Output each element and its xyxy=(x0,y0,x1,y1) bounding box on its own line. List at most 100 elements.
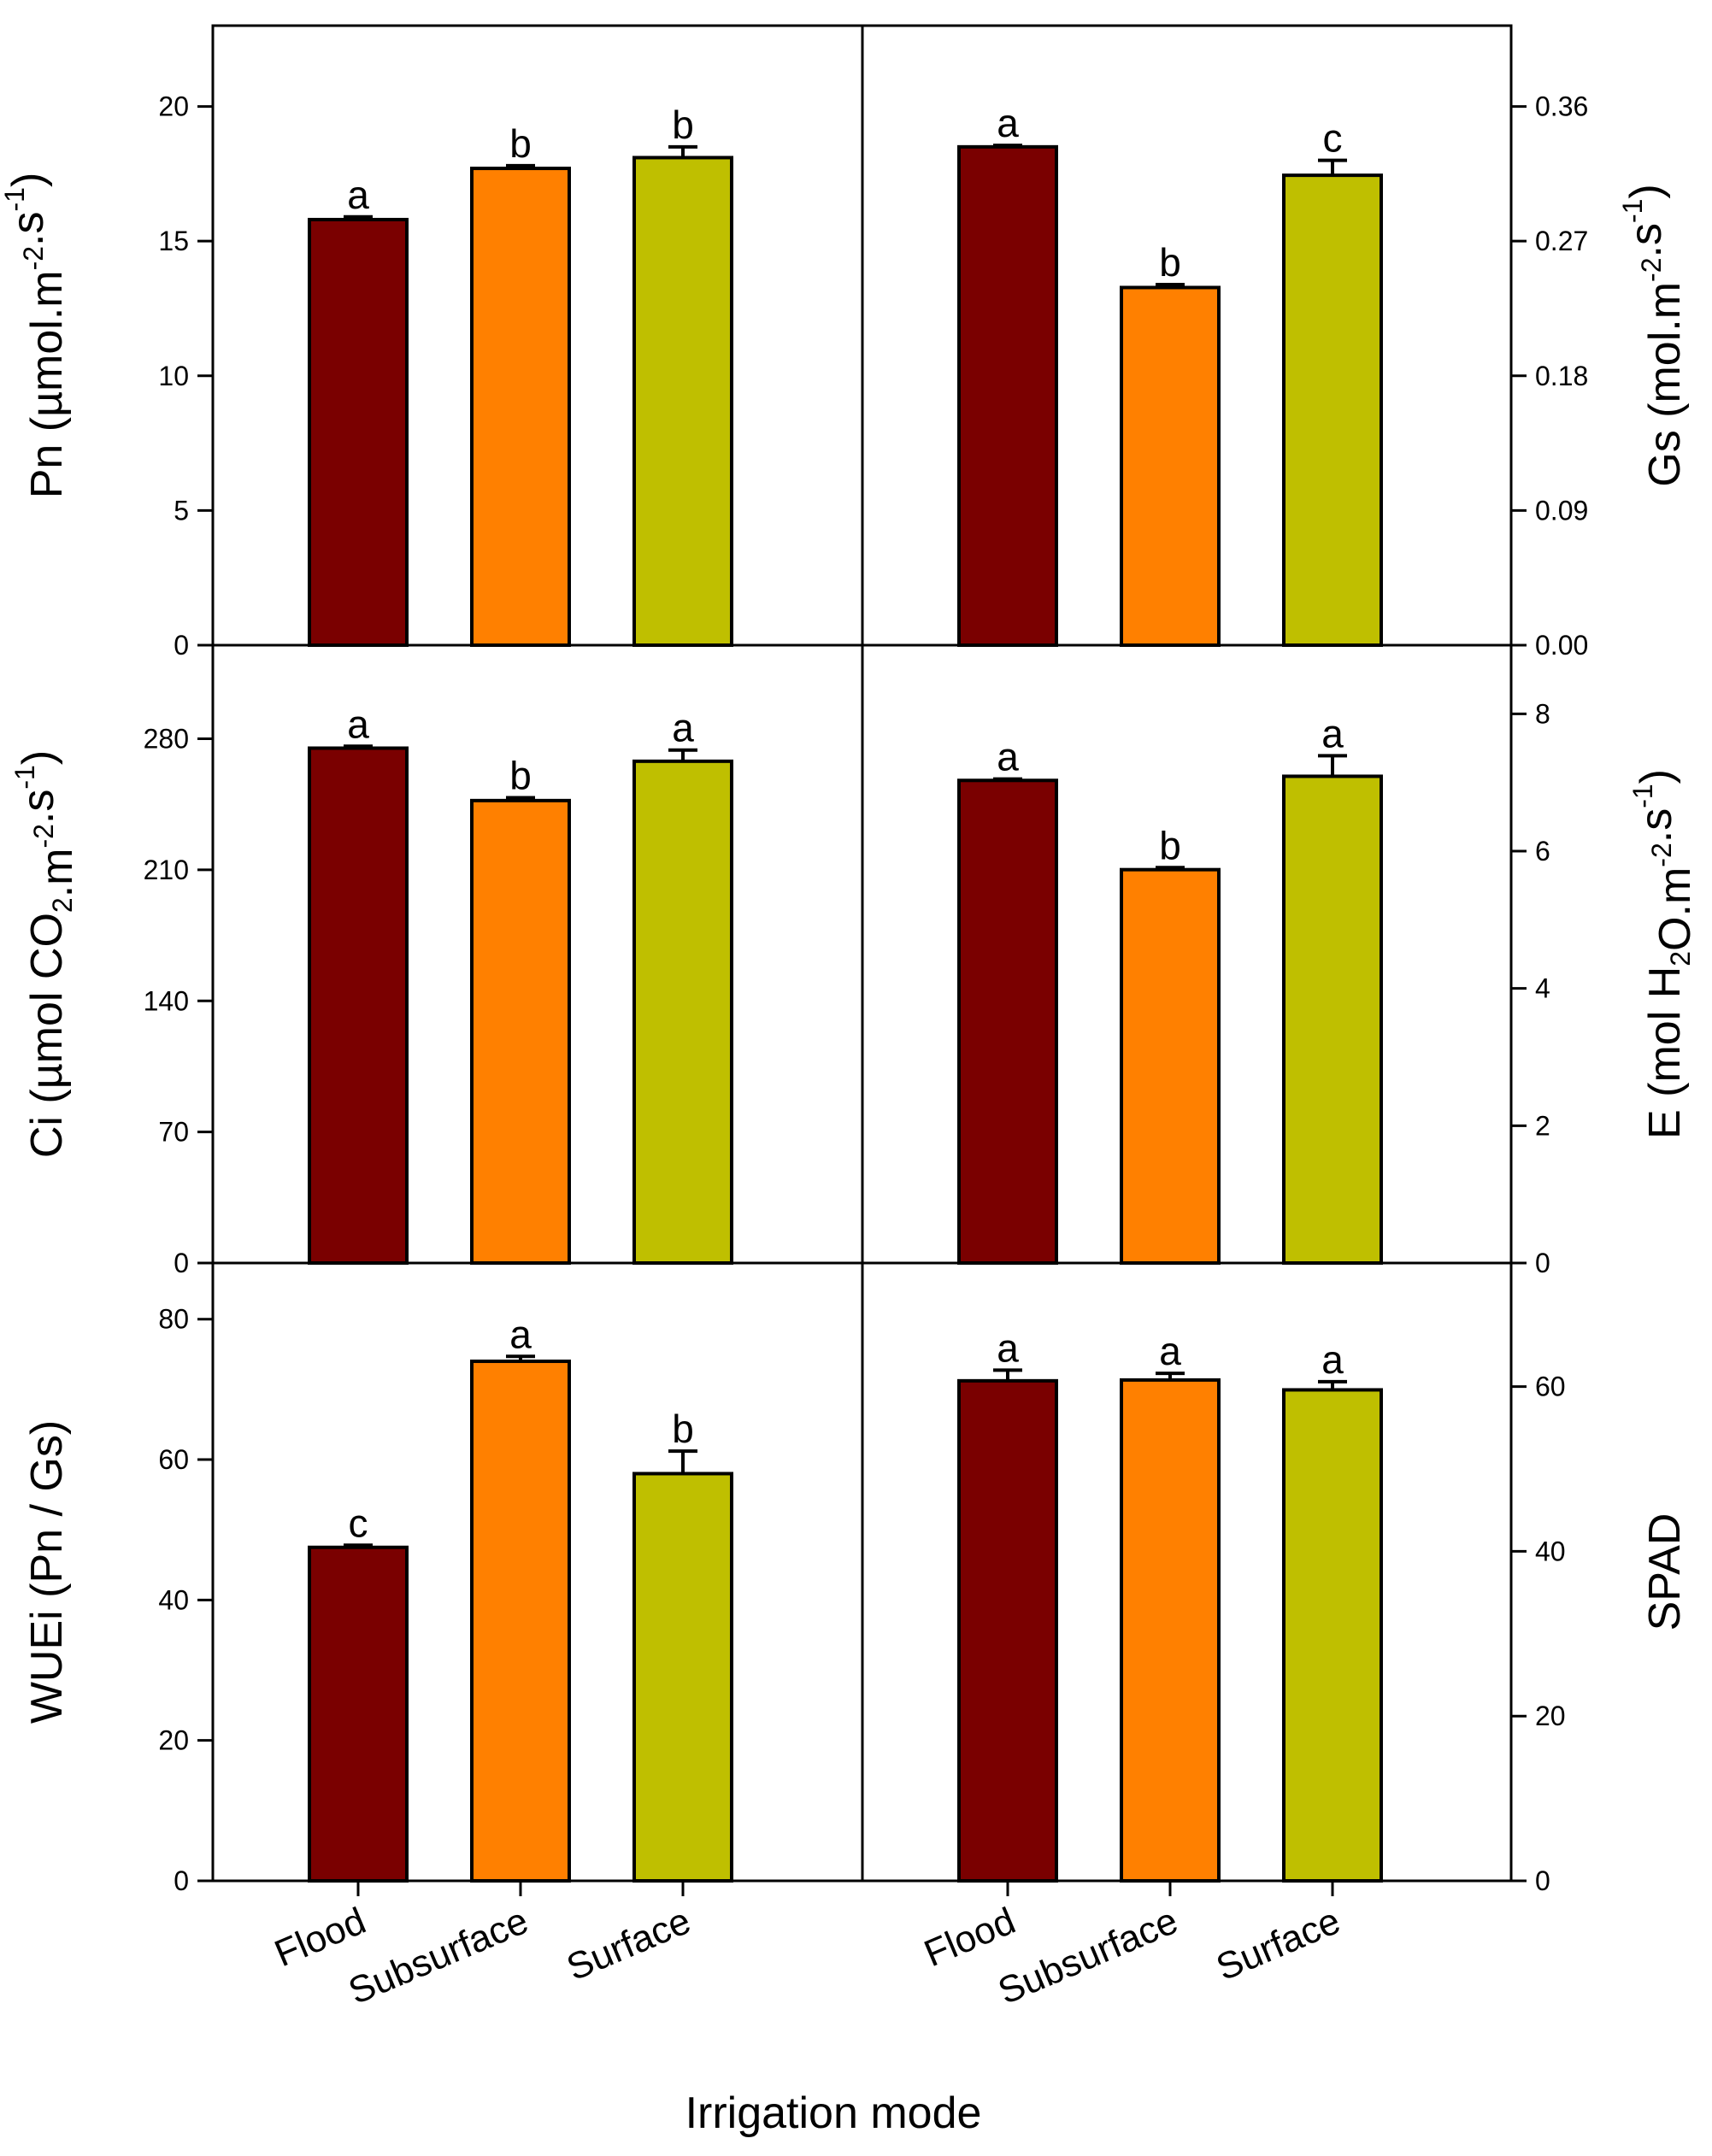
y-tick-label: 0 xyxy=(174,1865,189,1896)
y-tick-label: 60 xyxy=(1535,1372,1566,1402)
bar-surface xyxy=(1282,774,1383,1265)
panel-5: c a b 0 20 40 60 80 WUEi (Pn / Gs) xyxy=(22,1261,864,1896)
y-tick-label: 10 xyxy=(158,361,189,391)
bar-flood xyxy=(957,1378,1058,1883)
bar-flood xyxy=(308,217,409,647)
y-tick-label: 20 xyxy=(1535,1701,1566,1731)
significance-letter: a xyxy=(1321,1337,1344,1382)
y-tick-label: 40 xyxy=(1535,1536,1566,1566)
y-tick-label: 8 xyxy=(1535,698,1550,729)
bar-surface xyxy=(632,759,733,1265)
y-tick-label: 140 xyxy=(144,985,189,1016)
bar-flood xyxy=(957,144,1058,647)
y-axis-title: WUEi (Pn / Gs) xyxy=(22,1420,72,1724)
bar-flood xyxy=(308,1545,409,1883)
significance-letter: b xyxy=(672,1407,694,1451)
significance-letter: b xyxy=(509,121,532,166)
y-tick-label: 0 xyxy=(174,1248,189,1278)
error-bar xyxy=(506,163,535,169)
bar-subsurface xyxy=(470,167,571,647)
bar-subsurface xyxy=(1120,285,1221,647)
significance-letter: b xyxy=(1159,240,1181,285)
y-axis-title: Ci (µmol CO2.m-2.s-1) xyxy=(9,750,82,1158)
y-tick-label: 0.09 xyxy=(1535,495,1588,526)
significance-letter: a xyxy=(509,1312,532,1356)
y-tick-label: 280 xyxy=(144,724,189,755)
error-bar xyxy=(344,214,373,220)
significance-letter: a xyxy=(347,702,369,746)
bar-subsurface xyxy=(1120,867,1221,1265)
y-tick-label: 0 xyxy=(1535,1865,1550,1896)
significance-letter: b xyxy=(509,754,532,798)
y-tick-label: 5 xyxy=(174,495,189,526)
error-bar xyxy=(1156,282,1185,288)
bar-surface xyxy=(632,156,733,647)
y-tick-label: 0.18 xyxy=(1535,361,1588,391)
y-tick-label: 4 xyxy=(1535,973,1550,1004)
y-tick-label: 210 xyxy=(144,855,189,885)
error-bar xyxy=(1156,866,1185,870)
error-bar xyxy=(1156,1372,1185,1380)
y-tick-label: 0.00 xyxy=(1535,630,1588,661)
panel-3: a b a 0 70 140 210 280 Ci (µmol CO2.m-2.s-1) xyxy=(9,643,864,1278)
y-tick-label: 0.36 xyxy=(1535,91,1588,122)
error-bar xyxy=(344,744,373,749)
y-axis-title: Pn (µmol.m-2.s-1) xyxy=(0,173,72,499)
significance-letter: a xyxy=(1321,711,1344,755)
y-tick-label: 0 xyxy=(1535,1248,1550,1278)
x-category-label: Surface xyxy=(561,1900,697,1989)
significance-letter: c xyxy=(349,1501,368,1545)
bar-subsurface xyxy=(470,798,571,1265)
bar-subsurface xyxy=(470,1360,571,1883)
y-axis-title: Gs (mol.m-2.s-1) xyxy=(1617,184,1690,486)
y-tick-label: 0.27 xyxy=(1535,226,1588,256)
significance-letter: a xyxy=(997,101,1019,145)
y-tick-label: 20 xyxy=(158,91,189,122)
significance-letter: a xyxy=(347,173,369,217)
significance-letter: a xyxy=(672,706,694,750)
error-bar xyxy=(668,144,697,158)
y-tick-label: 60 xyxy=(158,1444,189,1475)
panel-1: a b b 0 5 10 15 20 Pn (µmol.m-2.s-1) xyxy=(0,24,864,661)
significance-letter: a xyxy=(997,735,1019,779)
significance-letter: b xyxy=(672,103,694,147)
bar-surface xyxy=(1282,1388,1383,1883)
bar-subsurface xyxy=(1120,1378,1221,1883)
x-category-label: Flood xyxy=(268,1900,371,1975)
panel-frame xyxy=(861,1261,1513,1883)
y-tick-label: 15 xyxy=(158,226,189,256)
significance-letter: a xyxy=(1159,1329,1181,1373)
y-tick-label: 20 xyxy=(158,1725,189,1756)
x-axis-title: Irrigation mode xyxy=(685,2088,982,2138)
y-axis-title: E (mol H2O.m-2.s-1) xyxy=(1627,769,1700,1139)
x-category-label: Flood xyxy=(918,1900,1021,1975)
error-bar xyxy=(1318,754,1347,777)
significance-letter: a xyxy=(997,1325,1019,1370)
error-bar xyxy=(1318,1379,1347,1390)
significance-letter: c xyxy=(1323,116,1343,161)
y-tick-label: 0 xyxy=(174,630,189,661)
y-tick-label: 70 xyxy=(158,1117,189,1148)
x-category-label: Subsurface xyxy=(992,1900,1184,2012)
error-bar xyxy=(506,1354,535,1362)
y-tick-label: 40 xyxy=(158,1584,189,1615)
bar-surface xyxy=(632,1472,733,1883)
panel-4: a b a 0 2 4 6 8 E (mol H2O.m-2.s-1) xyxy=(861,643,1700,1278)
x-category-label: Surface xyxy=(1210,1900,1346,1989)
significance-letter: b xyxy=(1159,823,1181,867)
x-category-label: Subsurface xyxy=(343,1900,534,2012)
y-tick-label: 80 xyxy=(158,1304,189,1335)
bar-surface xyxy=(1282,173,1383,647)
y-tick-label: 2 xyxy=(1535,1110,1550,1141)
error-bar xyxy=(668,748,697,761)
y-tick-label: 6 xyxy=(1535,836,1550,867)
error-bar xyxy=(993,777,1022,781)
y-axis-title: SPAD xyxy=(1640,1513,1690,1631)
error-bar xyxy=(993,144,1022,148)
error-bar xyxy=(506,796,535,801)
error-bar xyxy=(993,1368,1022,1381)
bar-flood xyxy=(308,746,409,1265)
error-bar xyxy=(1318,158,1347,176)
